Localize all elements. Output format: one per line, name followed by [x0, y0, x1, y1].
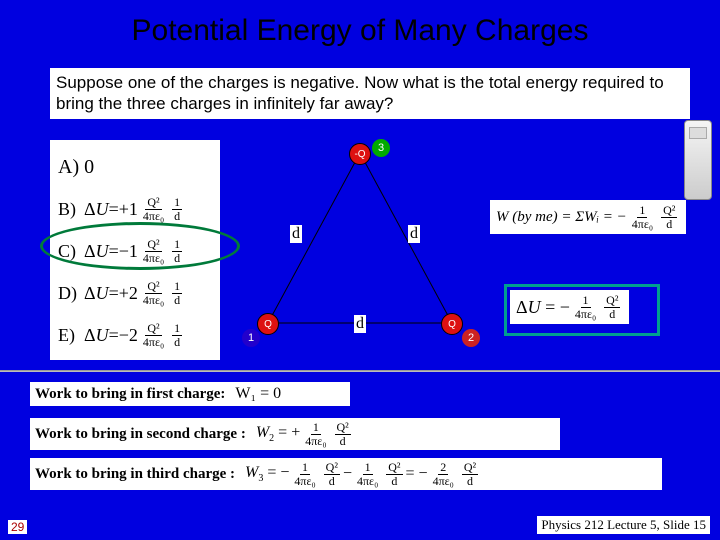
work-third-charge: Work to bring in third charge : W3 = − 1… — [30, 458, 662, 490]
option-e-formula: ΔU = −2 Q²4πε₀ 1d — [84, 322, 185, 348]
triangle-diagram: -Q 3 Q 1 Q 2 d d d — [250, 125, 470, 350]
charge-right: Q — [441, 313, 463, 335]
work-first-charge: Work to bring in first charge: W₁ = 0 — [30, 382, 350, 406]
badge-1: 1 — [242, 329, 260, 347]
page-number: 29 — [8, 520, 27, 534]
option-a: A) 0 — [58, 146, 212, 188]
charge-left: Q — [257, 313, 279, 335]
option-b-formula: ΔU = +1 Q²4πε₀ 1d — [84, 196, 185, 222]
question-text: Suppose one of the charges is negative. … — [50, 68, 690, 119]
option-a-label: A) 0 — [58, 156, 94, 179]
edge-d-left: d — [290, 225, 302, 243]
edge-d-right: d — [408, 225, 420, 243]
option-d-formula: ΔU = +2 Q²4πε₀ 1d — [84, 280, 185, 306]
work-second-charge: Work to bring in second charge : W2 = + … — [30, 418, 560, 450]
option-b-label: B) — [58, 199, 84, 220]
work-third-formula: W3 = − 14πε₀ Q²d − 14πε₀ Q²d = − 24πε₀ Q… — [245, 461, 481, 487]
delta-u-highlight-box — [504, 284, 660, 336]
option-e: E) ΔU = −2 Q²4πε₀ 1d — [58, 314, 212, 356]
correct-answer-oval — [40, 222, 240, 270]
badge-3: 3 — [372, 139, 390, 157]
work-second-formula: W2 = + 14πε₀ Q²d — [256, 421, 354, 447]
edge-d-bottom: d — [354, 315, 366, 333]
option-d: D) ΔU = +2 Q²4πε₀ 1d — [58, 272, 212, 314]
option-e-label: E) — [58, 325, 84, 346]
work-first-formula: W₁ = 0 — [235, 385, 281, 403]
clicker-remote-icon — [684, 120, 712, 200]
charge-top: -Q — [349, 143, 371, 165]
badge-2: 2 — [462, 329, 480, 347]
separator-line — [0, 370, 720, 372]
slide-title: Potential Energy of Many Charges — [0, 0, 720, 48]
footer-meta: Physics 212 Lecture 5, Slide 15 — [537, 516, 710, 534]
option-d-label: D) — [58, 283, 84, 304]
formula-work-by-me: W (by me) = ΣWᵢ = − 14πε₀ Q²d — [490, 200, 686, 234]
